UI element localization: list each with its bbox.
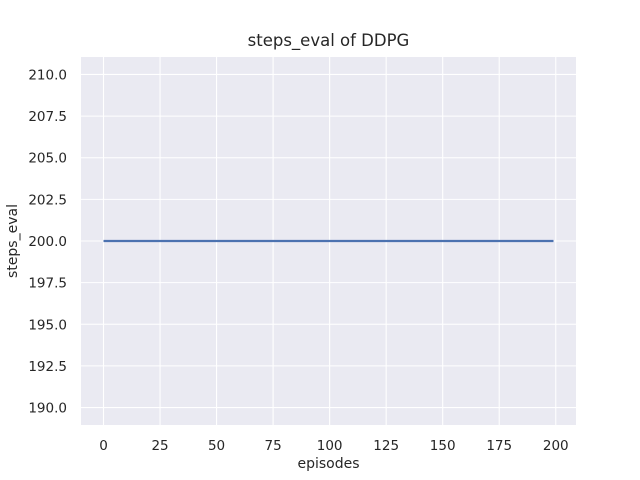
- y-tick-label: 197.5: [28, 276, 67, 292]
- y-tick-label: 207.5: [28, 109, 67, 125]
- y-tick-label: 195.0: [28, 317, 67, 333]
- y-tick-label: 200.0: [28, 234, 67, 250]
- chart-title: steps_eval of DDPG: [247, 31, 410, 50]
- x-tick-label: 175: [486, 438, 512, 454]
- y-tick-label: 192.5: [28, 359, 67, 375]
- x-tick-label: 150: [430, 438, 456, 454]
- y-tick-label: 190.0: [28, 401, 67, 417]
- x-tick-label: 100: [317, 438, 343, 454]
- x-tick-label: 25: [151, 438, 168, 454]
- y-tick-label: 205.0: [28, 151, 67, 167]
- x-tick-label: 75: [265, 438, 282, 454]
- y-tick-label: 202.5: [28, 192, 67, 208]
- x-tick-label: 50: [208, 438, 225, 454]
- x-axis-label: episodes: [297, 456, 360, 472]
- x-tick-label: 200: [543, 438, 569, 454]
- x-tick-label: 125: [373, 438, 399, 454]
- x-tick-label: 0: [99, 438, 108, 454]
- y-tick-label: 210.0: [28, 67, 67, 83]
